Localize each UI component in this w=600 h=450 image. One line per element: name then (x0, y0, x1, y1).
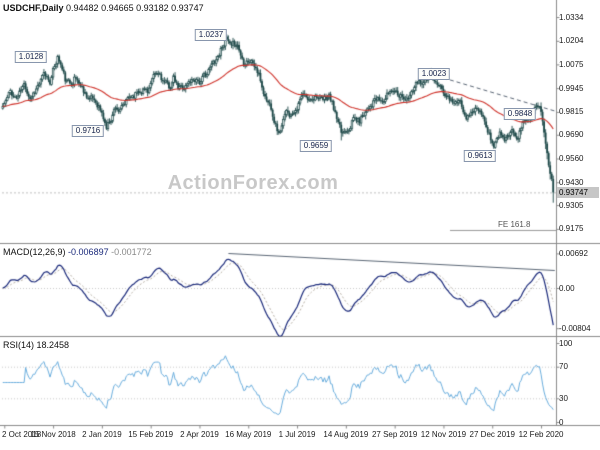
chart-canvas[interactable] (0, 0, 600, 450)
trading-chart: USDCHF,Daily 0.94482 0.94665 0.93182 0.9… (0, 0, 600, 450)
